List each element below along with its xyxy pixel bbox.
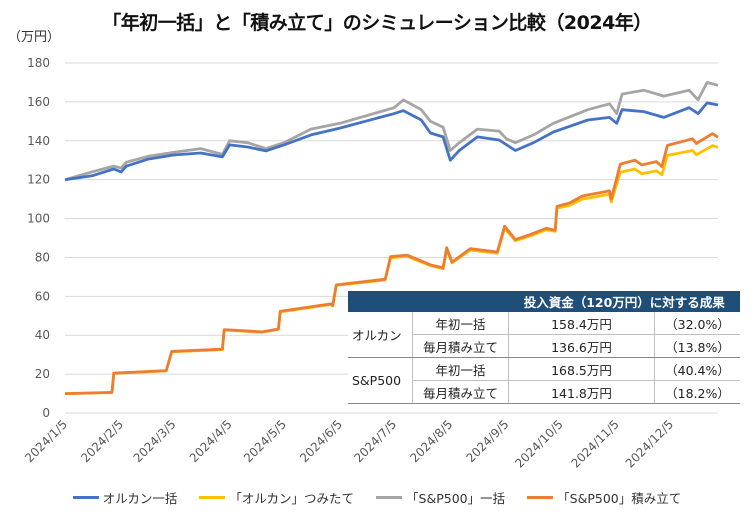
y-tick-label: 20 xyxy=(35,367,50,381)
x-tick-label: 2024/12/5 xyxy=(623,417,676,470)
method-cell: 毎月積み立て xyxy=(412,380,509,404)
y-axis-ticks: 0 20 40 60 80 100 120 140 160 180 xyxy=(27,56,50,420)
y-tick-label: 40 xyxy=(35,328,50,342)
value-cell: 141.8万円 xyxy=(508,380,655,404)
table-header: 投入資金（120万円）に対する成果 xyxy=(508,291,740,312)
x-tick-label: 2024/7/5 xyxy=(351,417,399,465)
y-tick-label: 100 xyxy=(27,212,50,226)
value-cell: 136.6万円 xyxy=(508,334,655,358)
x-tick-label: 2024/2/5 xyxy=(78,417,126,465)
legend-swatch xyxy=(72,496,99,499)
y-tick-label: 0 xyxy=(42,406,50,420)
legend-item: オルカン一括 xyxy=(72,488,178,507)
x-tick-label: 2024/8/5 xyxy=(407,417,455,465)
pct-cell: （32.0%） xyxy=(654,312,740,335)
table-row: オルカン 年初一括 158.4万円 （32.0%） xyxy=(348,312,740,358)
x-tick-label: 2024/11/5 xyxy=(568,417,621,470)
x-tick-label: 2024/1/5 xyxy=(22,417,70,465)
legend-item: 「オルカン」つみたて xyxy=(199,488,354,507)
method-cell: 年初一括 xyxy=(412,357,509,381)
y-tick-label: 120 xyxy=(27,173,50,187)
header-blank xyxy=(348,291,509,312)
table-header-row: 投入資金（120万円）に対する成果 xyxy=(348,291,740,312)
results-table: 投入資金（120万円）に対する成果 オルカン 年初一括 158.4万円 （32.… xyxy=(348,291,740,404)
series-line-3 xyxy=(64,101,719,182)
legend-label: オルカン一括 xyxy=(102,491,178,506)
legend-label: 「S&P500」一括 xyxy=(406,491,506,506)
series-lines xyxy=(64,81,719,395)
legend-item: 「S&P500」積み立て xyxy=(527,488,681,507)
legend: オルカン一括 「オルカン」つみたて 「S&P500」一括 「S&P500」積み立… xyxy=(0,488,754,507)
group-label: S&P500 xyxy=(348,357,413,404)
value-cell: 168.5万円 xyxy=(508,357,655,381)
x-tick-label: 2024/5/5 xyxy=(241,417,289,465)
legend-item: 「S&P500」一括 xyxy=(376,488,505,507)
pct-cell: （40.4%） xyxy=(654,357,740,381)
value-cell: 158.4万円 xyxy=(508,312,655,335)
y-tick-label: 180 xyxy=(27,56,50,70)
series-line-1 xyxy=(64,132,719,395)
table-row: S&P500 年初一括 168.5万円 （40.4%） xyxy=(348,357,740,404)
pct-cell: （13.8%） xyxy=(654,334,740,358)
x-axis-ticks: 2024/1/5 2024/2/5 2024/3/5 2024/4/5 2024/5/5… xyxy=(22,417,676,470)
legend-swatch xyxy=(527,496,554,499)
y-tick-label: 160 xyxy=(27,95,50,109)
y-tick-label: 80 xyxy=(35,250,50,264)
series-line-2 xyxy=(64,81,719,182)
x-tick-label: 2024/6/5 xyxy=(297,417,345,465)
x-tick-label: 2024/4/5 xyxy=(187,417,235,465)
legend-swatch xyxy=(376,496,403,499)
pct-cell: （18.2%） xyxy=(654,380,740,404)
y-axis-unit: （万円） xyxy=(8,30,61,45)
legend-swatch xyxy=(199,496,226,499)
y-tick-label: 140 xyxy=(27,134,50,148)
legend-label: 「オルカン」つみたて xyxy=(229,491,355,506)
table-row: 毎月積み立て 141.8万円 （18.2%） xyxy=(348,380,740,404)
y-tick-label: 60 xyxy=(35,289,50,303)
table-row: 毎月積み立て 136.6万円 （13.8%） xyxy=(348,334,740,358)
x-tick-label: 2024/3/5 xyxy=(131,417,179,465)
chart-title: 「年初一括」と「積み立て」のシミュレーション比較（2024年） xyxy=(102,12,652,34)
method-cell: 年初一括 xyxy=(412,312,509,335)
method-cell: 毎月積み立て xyxy=(412,334,509,358)
x-tick-label: 2024/9/5 xyxy=(463,417,511,465)
legend-label: 「S&P500」積み立て xyxy=(557,491,682,506)
x-tick-label: 2024/10/5 xyxy=(512,417,565,470)
group-label: オルカン xyxy=(348,312,413,358)
